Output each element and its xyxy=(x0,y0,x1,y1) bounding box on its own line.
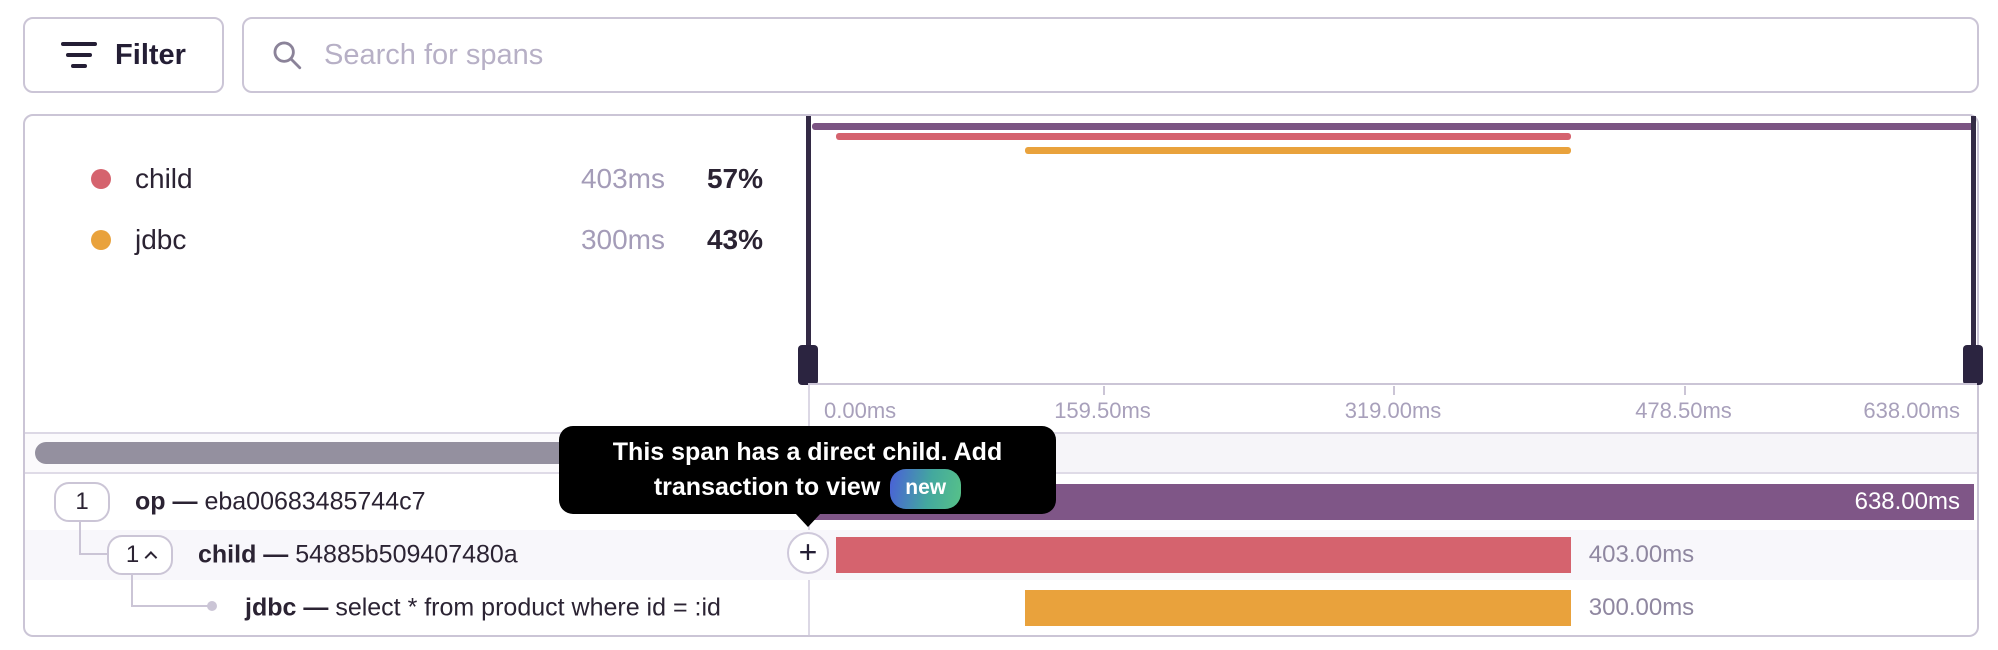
span-separator: — xyxy=(172,487,198,516)
span-duration: 300.00ms xyxy=(1588,593,1695,621)
span-op: jdbc xyxy=(245,593,297,621)
child-count: 1 xyxy=(125,541,140,568)
tree-connector xyxy=(131,575,133,607)
legend-duration: 403ms xyxy=(580,163,665,194)
legend-duration: 300ms xyxy=(580,224,665,255)
legend-dot-jdbc xyxy=(91,230,111,250)
span-description: 54885b509407480a xyxy=(295,540,518,569)
span-separator: — xyxy=(303,593,329,621)
new-badge: new xyxy=(890,469,962,509)
legend-percent: 43% xyxy=(706,224,763,255)
minimap-left-handle-line[interactable] xyxy=(806,116,811,385)
minimap-span-op xyxy=(812,123,1974,130)
axis-tick-label: 638.00ms xyxy=(1863,398,1960,423)
legend-item-jdbc: jdbc 300ms 43% xyxy=(91,223,763,257)
minimap-span-jdbc xyxy=(1024,147,1571,154)
tree-connector-dot xyxy=(207,601,217,611)
span-description: select * from product where id = :id xyxy=(335,593,721,621)
minimap-bottom-border xyxy=(808,383,1977,385)
tree-connector xyxy=(131,605,211,607)
legend-name: child xyxy=(135,163,193,194)
span-label: child — 54885b509407480a xyxy=(198,541,518,570)
span-op: child xyxy=(198,540,257,569)
axis-tick-label: 0.00ms xyxy=(824,398,897,423)
child-count-badge-op[interactable]: 1 xyxy=(54,482,110,522)
span-op: op xyxy=(135,487,166,516)
tooltip-text-line1: This span has a direct child. Add xyxy=(612,438,1003,466)
span-waterfall-panel: child 403ms 57% jdbc 300ms 43% 0.00ms 15… xyxy=(23,114,1983,637)
search-icon xyxy=(273,41,302,70)
legend-name: jdbc xyxy=(135,224,187,255)
axis-tick-label: 478.50ms xyxy=(1635,398,1732,423)
minimap-left-grip[interactable] xyxy=(798,345,818,385)
axis-tick-label: 319.00ms xyxy=(1344,398,1442,423)
axis-tickmark xyxy=(1683,386,1686,395)
tooltip: This span has a direct child. Add transa… xyxy=(559,426,1056,514)
span-description: eba00683485744c7 xyxy=(204,487,426,516)
span-label: jdbc — select * from product where id = … xyxy=(245,593,721,622)
span-row-jdbc[interactable]: jdbc — select * from product where id = … xyxy=(25,580,1977,635)
trace-minimap[interactable] xyxy=(812,116,1974,385)
minimap-right-handle-line[interactable] xyxy=(1971,116,1976,385)
span-bar-child[interactable] xyxy=(836,537,1571,573)
add-transaction-button[interactable]: + xyxy=(787,532,829,574)
child-count-badge-child[interactable]: 1 xyxy=(107,535,173,575)
span-search[interactable] xyxy=(242,17,1979,93)
span-bar-jdbc[interactable] xyxy=(1024,589,1571,626)
axis-tickmark xyxy=(1393,386,1395,395)
filter-icon xyxy=(61,42,98,68)
tooltip-text-line2: transaction to view xyxy=(653,473,881,501)
filter-button[interactable]: Filter xyxy=(23,17,224,93)
span-duration: 638.00ms xyxy=(1854,488,1960,515)
minimap-right-grip[interactable] xyxy=(1963,345,1983,385)
minimap-span-child xyxy=(836,133,1571,140)
tooltip-arrow xyxy=(795,513,821,527)
tree-connector xyxy=(79,553,107,555)
search-input[interactable] xyxy=(324,38,1951,72)
span-separator: — xyxy=(263,540,289,569)
filter-button-label: Filter xyxy=(115,38,186,71)
span-duration: 403.00ms xyxy=(1588,541,1695,568)
legend-item-child: child 403ms 57% xyxy=(91,162,763,196)
span-row-child[interactable]: child — 54885b509407480a 403.00ms xyxy=(25,530,1977,580)
tree-connector xyxy=(79,522,81,555)
span-track: 300.00ms xyxy=(812,580,1974,635)
chevron-up-icon xyxy=(144,550,158,564)
legend-dot-child xyxy=(91,169,111,189)
axis-tickmark xyxy=(1102,386,1105,395)
span-label: op — eba00683485744c7 xyxy=(135,488,426,517)
time-axis: 0.00ms 159.50ms 319.00ms 478.50ms 638.00… xyxy=(812,385,1974,432)
span-track: 403.00ms xyxy=(812,530,1974,580)
child-count: 1 xyxy=(75,488,89,515)
axis-tick-label: 159.50ms xyxy=(1054,398,1151,423)
legend-percent: 57% xyxy=(706,163,763,194)
